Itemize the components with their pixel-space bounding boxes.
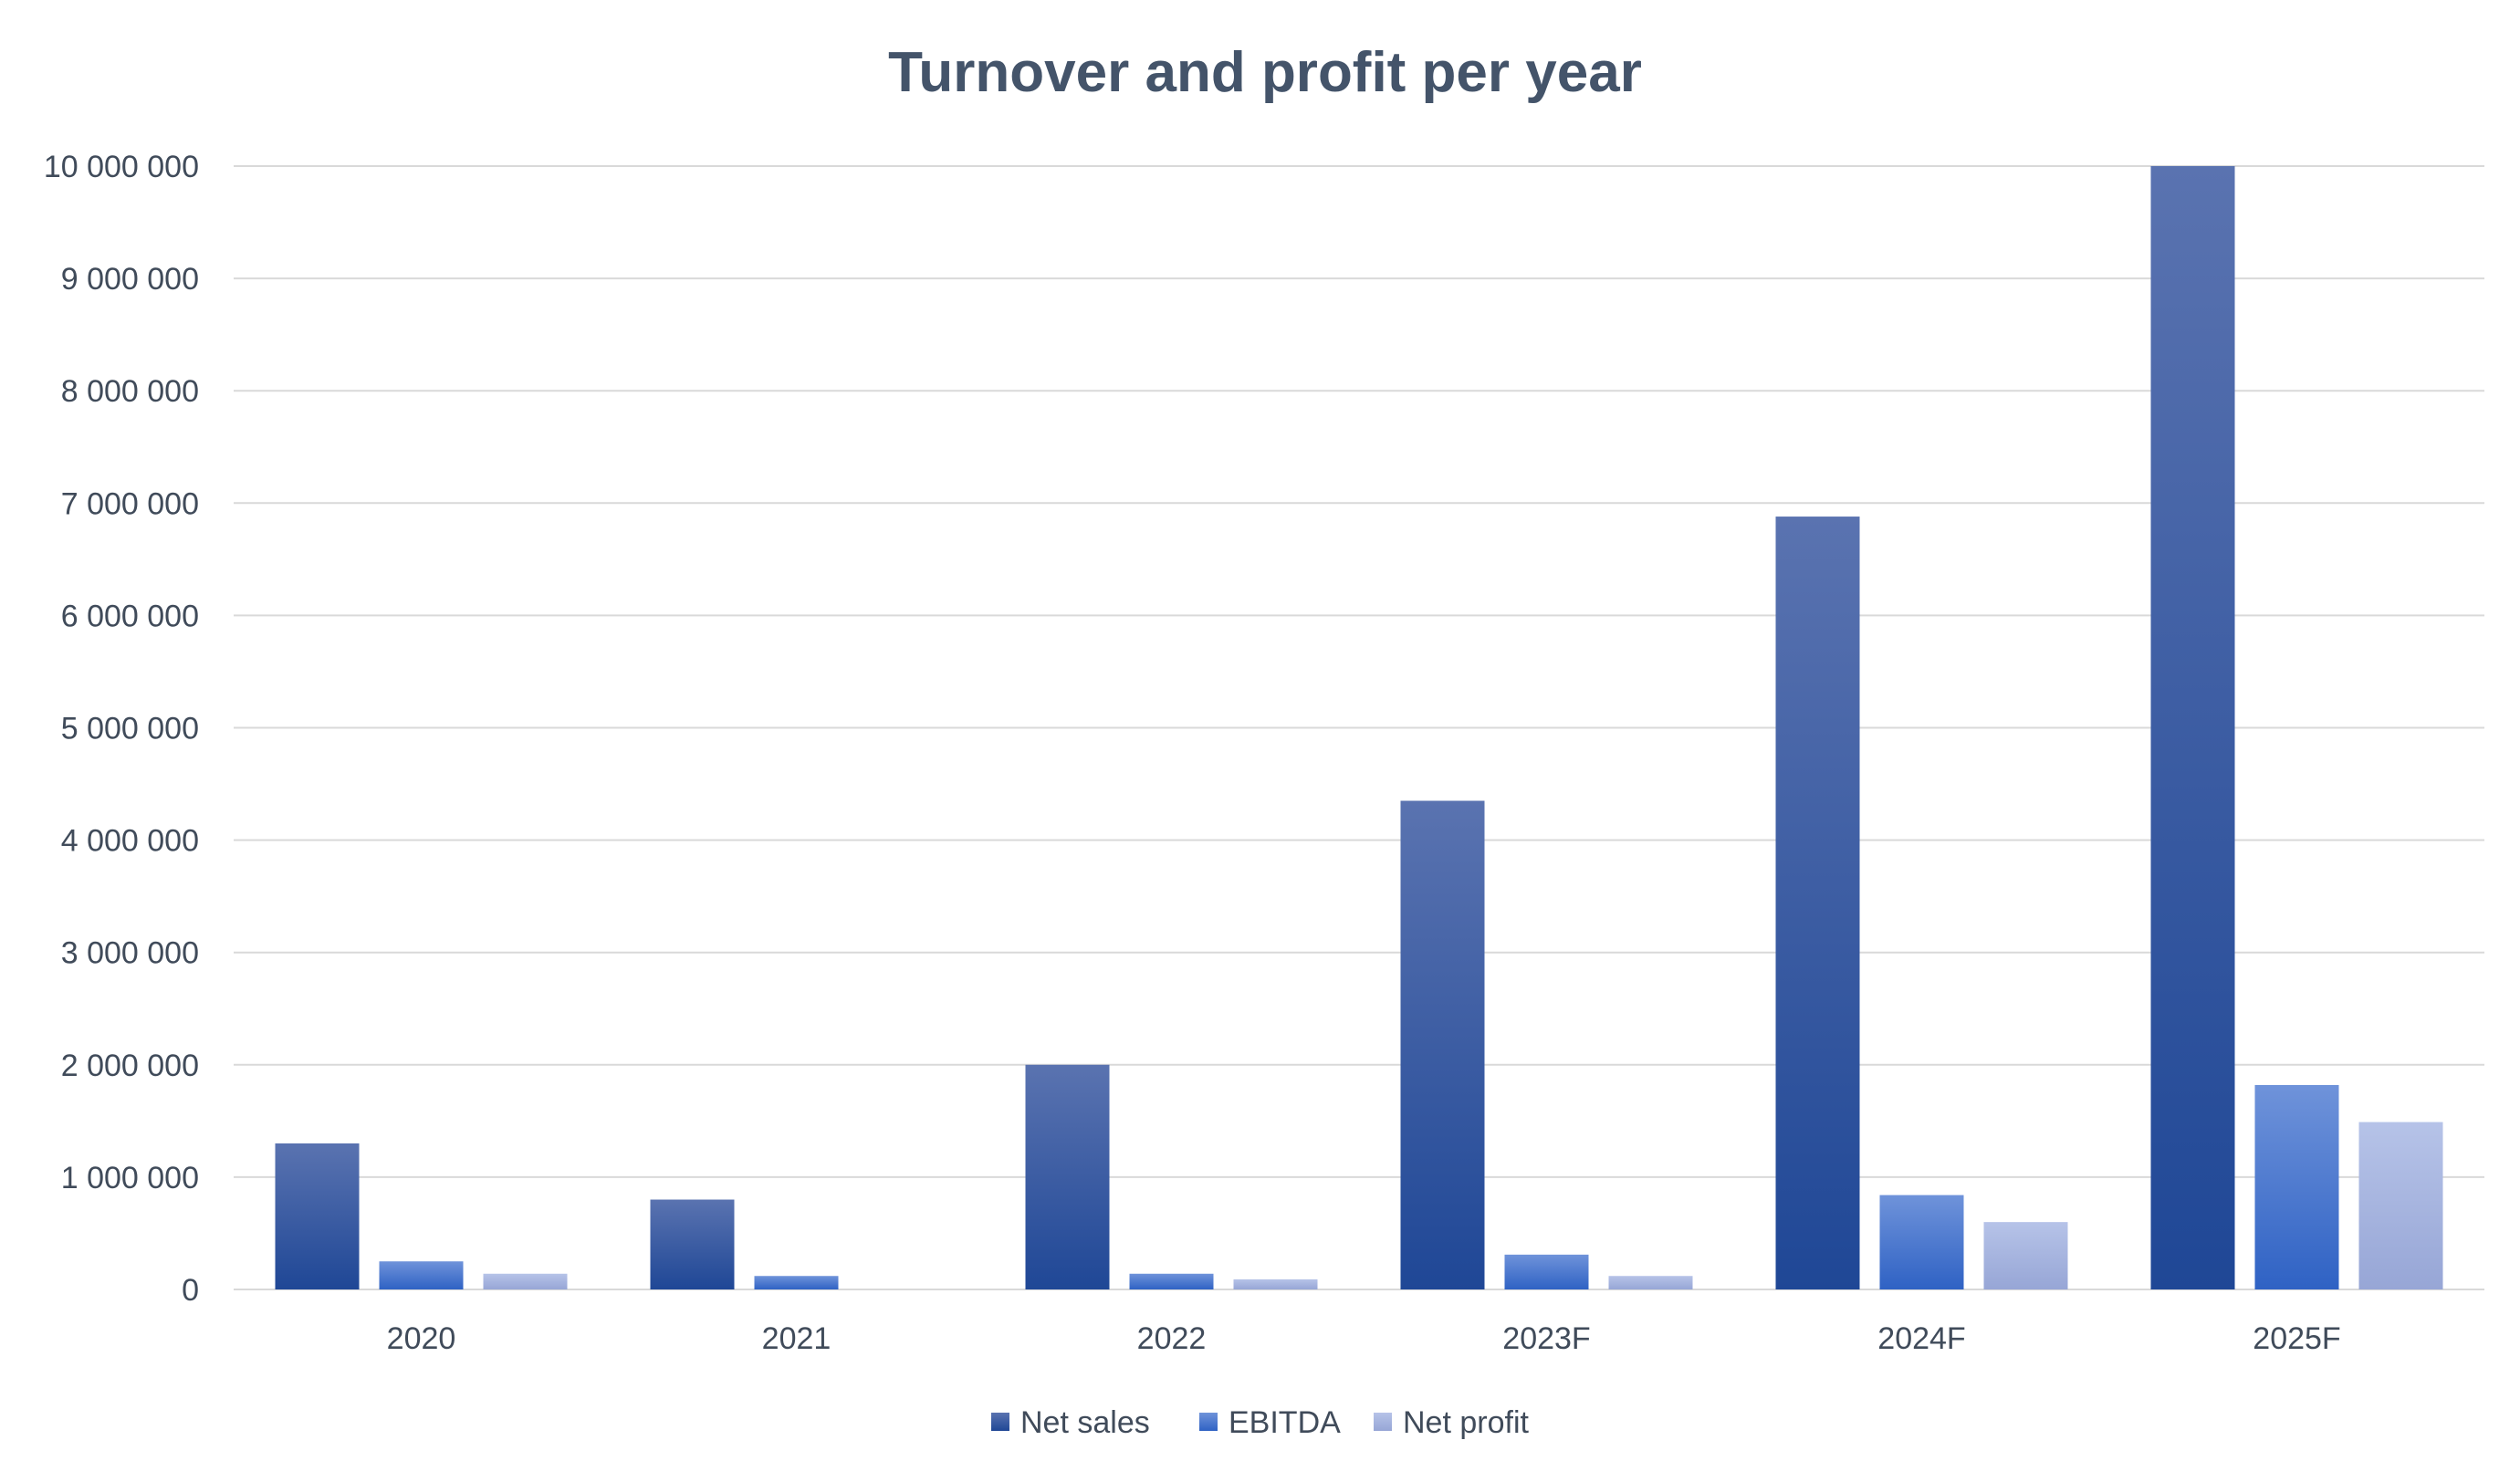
bar-ebitda-2022	[1129, 1273, 1214, 1289]
legend-item-ebitda: EBITDA	[1199, 1405, 1341, 1440]
bars	[275, 166, 2443, 1289]
legend-item-net-profit: Net profit	[1374, 1405, 1529, 1440]
bar-net-profit-2023f	[1608, 1276, 1693, 1289]
y-tick-label: 9 000 000	[61, 262, 199, 297]
legend-label: Net profit	[1403, 1405, 1529, 1440]
legend-swatch	[1374, 1413, 1392, 1431]
legend-swatch	[991, 1413, 1009, 1431]
bar-ebitda-2025f	[2254, 1084, 2339, 1289]
y-tick-label: 7 000 000	[61, 486, 199, 521]
y-tick-label: 0	[182, 1273, 199, 1308]
legend-label: Net sales	[1020, 1405, 1150, 1440]
x-tick-label: 2022	[1137, 1321, 1207, 1356]
y-tick-label: 8 000 000	[61, 374, 199, 409]
legend: Net sales EBITDA Net profit	[991, 1405, 1529, 1440]
chart-title: Turnover and profit per year	[888, 41, 1642, 104]
legend-label: EBITDA	[1229, 1405, 1341, 1440]
x-axis-tick-labels: 2020 2021 2022 2023F 2024F 2025F	[387, 1321, 2341, 1356]
bar-net-sales-2025f	[2150, 166, 2235, 1289]
bar-net-sales-2024f	[1775, 517, 1860, 1289]
legend-item-net-sales: Net sales	[991, 1405, 1150, 1440]
bar-net-sales-2023f	[1400, 800, 1485, 1289]
bar-ebitda-2023f	[1504, 1254, 1589, 1289]
bar-ebitda-2024f	[1879, 1195, 1964, 1289]
x-tick-label: 2025F	[2253, 1321, 2340, 1356]
bar-net-profit-2024f	[1983, 1222, 2068, 1289]
y-tick-label: 6 000 000	[61, 599, 199, 633]
x-tick-label: 2024F	[1877, 1321, 1965, 1356]
y-tick-label: 1 000 000	[61, 1161, 199, 1195]
bar-ebitda-2021	[754, 1276, 839, 1289]
bar-net-sales-2022	[1025, 1064, 1110, 1289]
y-tick-label: 2 000 000	[61, 1049, 199, 1083]
gridlines	[234, 165, 2484, 1290]
bar-net-sales-2021	[650, 1199, 735, 1289]
x-tick-label: 2020	[387, 1321, 456, 1356]
bar-net-sales-2020	[275, 1143, 360, 1289]
x-tick-label: 2023F	[1502, 1321, 1590, 1356]
y-tick-label: 10 000 000	[44, 150, 199, 184]
y-tick-label: 5 000 000	[61, 712, 199, 746]
bar-ebitda-2020	[379, 1261, 464, 1289]
x-tick-label: 2021	[762, 1321, 831, 1356]
bar-net-profit-2022	[1233, 1278, 1318, 1289]
y-tick-label: 3 000 000	[61, 936, 199, 971]
bar-net-profit-2025f	[2358, 1122, 2443, 1289]
legend-swatch	[1199, 1413, 1218, 1431]
y-axis-tick-labels: 0 1 000 000 2 000 000 3 000 000 4 000 000 5 0…	[44, 150, 199, 1308]
bar-net-profit-2020	[483, 1273, 568, 1289]
y-tick-label: 4 000 000	[61, 824, 199, 859]
